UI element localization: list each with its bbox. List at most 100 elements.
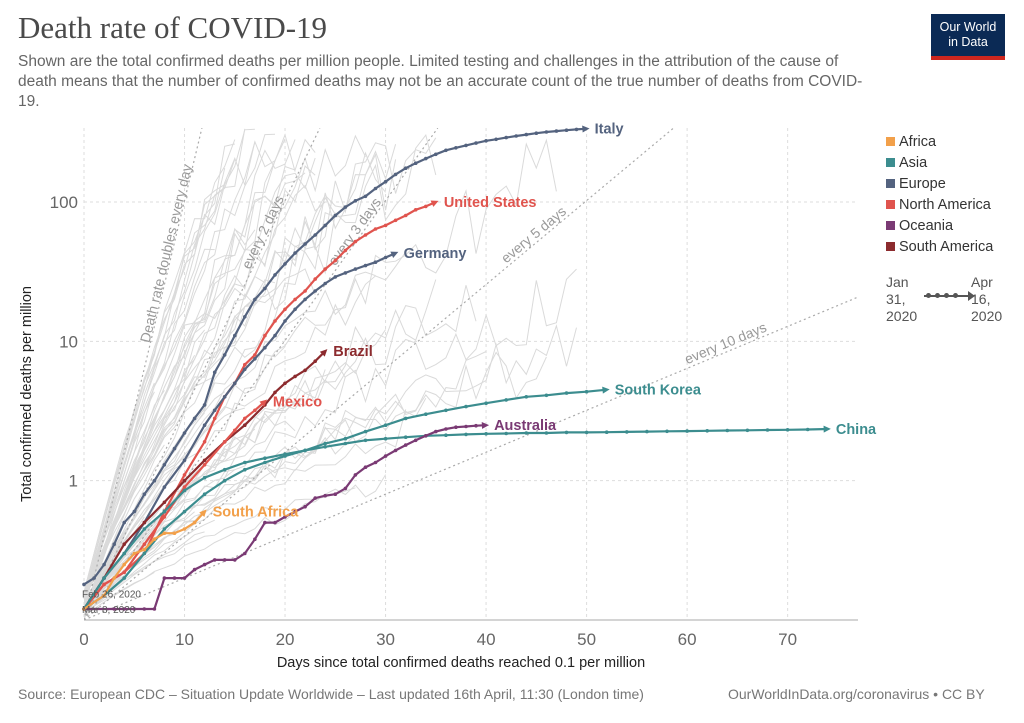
series-point: [454, 425, 458, 430]
legend-item[interactable]: Europe: [886, 173, 993, 194]
series-point: [233, 428, 237, 433]
background-country-line: [84, 172, 306, 596]
series-point: [574, 127, 579, 132]
series-point: [273, 273, 277, 277]
series-point: [263, 456, 267, 461]
series-point: [484, 401, 488, 406]
series-label: Germany: [404, 246, 467, 262]
series-point: [182, 458, 187, 463]
background-country-line: [84, 531, 205, 616]
series-point: [202, 562, 207, 567]
x-tick-label: 70: [778, 630, 797, 649]
series-point: [323, 445, 328, 449]
legend-item[interactable]: Africa: [886, 131, 993, 152]
legend-swatch: [886, 137, 895, 146]
series-point: [785, 428, 790, 432]
series-point: [323, 441, 328, 446]
legend-item[interactable]: Asia: [886, 152, 993, 173]
series-point: [263, 520, 267, 525]
series-point: [192, 416, 197, 421]
legend-item[interactable]: South America: [886, 236, 993, 257]
series-point: [363, 465, 368, 470]
legend-item[interactable]: Oceania: [886, 215, 993, 236]
series-point: [363, 194, 368, 199]
series-point: [152, 478, 157, 483]
series-point: [162, 527, 167, 531]
series-point: [142, 547, 147, 552]
timeline-slider[interactable]: [924, 291, 975, 301]
series-point: [243, 467, 247, 472]
series-arrow: [582, 125, 590, 133]
series-point: [383, 423, 388, 428]
series-point: [313, 289, 318, 293]
series-point: [434, 152, 438, 157]
series-point: [363, 263, 368, 268]
series-point: [303, 242, 307, 246]
background-country-line: [84, 285, 477, 616]
series-point: [524, 395, 529, 399]
other-countries: [84, 128, 577, 620]
series-point: [283, 262, 287, 266]
legend-item[interactable]: North America: [886, 194, 993, 215]
doubling-line: [84, 128, 439, 620]
series-point: [253, 408, 257, 413]
series-point: [243, 423, 247, 428]
series-point: [725, 428, 730, 433]
series-point: [273, 333, 277, 338]
series-point: [373, 460, 378, 465]
x-tick-label: 60: [678, 630, 697, 649]
series-label: Australia: [494, 418, 557, 434]
background-country-line: [84, 138, 557, 608]
series-point: [474, 141, 478, 145]
source-url[interactable]: OurWorldInData.org/coronavirus • CC BY: [728, 686, 985, 702]
series-point: [233, 333, 237, 338]
series-point: [172, 576, 177, 580]
series-point: [403, 416, 408, 421]
series-point: [343, 436, 348, 441]
series-point: [182, 431, 187, 435]
series-point: [343, 486, 348, 491]
series-point: [464, 424, 468, 429]
series-point: [544, 431, 549, 435]
series-point: [484, 432, 488, 436]
series-point: [524, 431, 529, 435]
series-point: [504, 431, 509, 436]
series-point: [393, 218, 398, 223]
series-point: [494, 137, 498, 142]
series-arrow: [823, 425, 831, 433]
owid-logo[interactable]: Our World in Data: [931, 14, 1005, 60]
background-country-line: [84, 487, 356, 606]
series-point: [333, 275, 338, 279]
series-point: [202, 475, 207, 480]
series-point: [202, 423, 207, 428]
series-point: [162, 500, 167, 505]
series-point: [393, 448, 398, 453]
series-point: [152, 537, 157, 541]
series-point: [182, 473, 187, 477]
series-point: [263, 460, 267, 465]
y-axis-label: Total confirmed deaths per million: [19, 286, 35, 502]
legend-label: Europe: [899, 175, 946, 192]
series-point: [313, 496, 318, 500]
series-point: [243, 362, 247, 367]
series-point: [534, 131, 539, 135]
background-country-line: [84, 268, 577, 613]
series-point: [413, 161, 418, 165]
x-tick-label: 10: [175, 630, 194, 649]
series-point: [434, 429, 438, 434]
series-point: [162, 576, 167, 580]
legend: Africa Asia Europe North America Oceania Sout…: [886, 131, 993, 257]
series-point: [604, 430, 609, 435]
series-point: [393, 172, 398, 177]
background-country-line: [84, 369, 326, 607]
y-tick-label: 10: [59, 332, 78, 351]
doubling-line-label: every 5 days: [498, 203, 569, 266]
series-point: [102, 576, 106, 580]
series-point: [243, 315, 247, 319]
background-country-line: [84, 137, 437, 593]
series-line: [84, 400, 266, 610]
series-point: [162, 515, 167, 519]
series-point: [293, 509, 297, 514]
series-point: [383, 223, 388, 228]
